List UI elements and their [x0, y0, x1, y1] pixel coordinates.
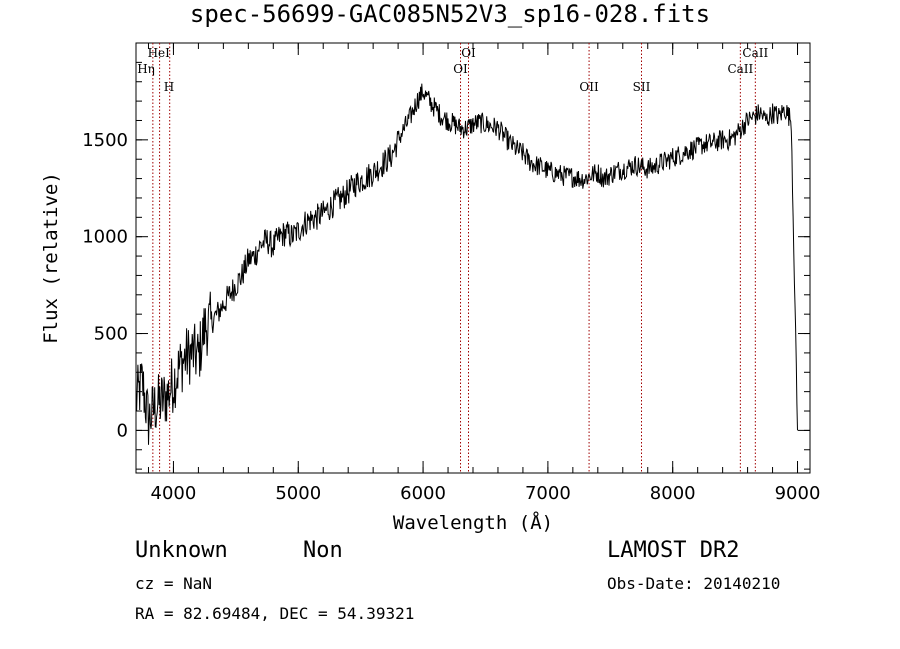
x-tick-label: 4000 [151, 483, 197, 504]
y-tick-label: 500 [94, 324, 128, 345]
spectral-line-label: OII [579, 80, 599, 94]
spectral-line-label: H [164, 80, 174, 94]
spectral-line-label: CaII [742, 46, 768, 60]
x-axis-label: Wavelength (Å) [393, 511, 553, 534]
spectral-line-label: Hη [137, 62, 155, 76]
x-tick-label: 6000 [400, 483, 446, 504]
x-tick-label: 5000 [275, 483, 321, 504]
y-axis-label: Flux (relative) [40, 172, 62, 344]
x-tick-label: 8000 [650, 483, 696, 504]
y-tick-label: 1500 [82, 130, 128, 151]
spectral-line-label: SII [633, 80, 651, 94]
spectral-line-label: HeI [148, 46, 171, 60]
x-tick-label: 7000 [525, 483, 571, 504]
y-tick-label: 1000 [82, 227, 128, 248]
coordinates: RA = 82.69484, DEC = 54.39321 [135, 604, 415, 623]
object-type: Unknown [135, 538, 228, 563]
plot-frame [135, 42, 811, 474]
spectral-line-label: CaII [727, 62, 753, 76]
spectral-line-label: OI [453, 62, 468, 76]
object-subtype: Non [303, 538, 343, 563]
x-tick-label: 9000 [775, 483, 821, 504]
chart-title: spec-56699-GAC085N52V3_sp16-028.fits [189, 0, 711, 28]
redshift-readout: cz = NaN [135, 574, 213, 593]
spectral-line-label: OI [461, 46, 476, 60]
survey-label: LAMOST DR2 [607, 538, 740, 563]
spectrum-series [136, 83, 798, 445]
obs-date: Obs-Date: 20140210 [607, 574, 781, 593]
y-tick-label: 0 [117, 420, 128, 441]
